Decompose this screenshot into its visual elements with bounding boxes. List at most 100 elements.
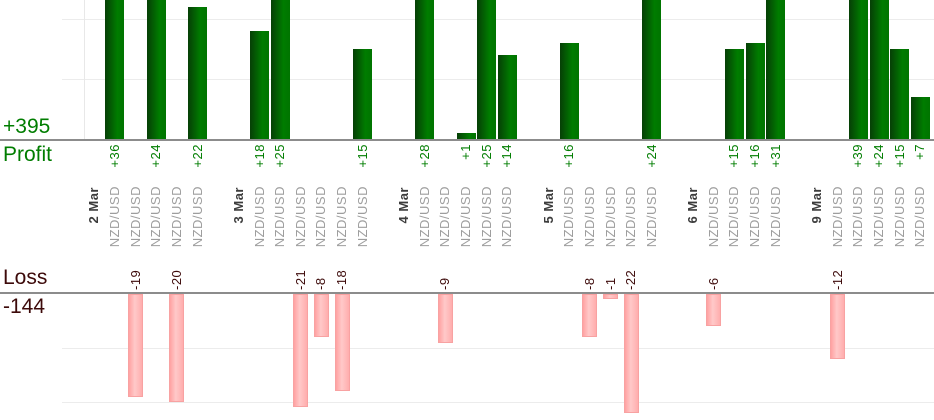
profit-value-label: +28 (416, 144, 432, 168)
loss-row-label: Loss (3, 266, 48, 289)
loss-bar[interactable] (706, 294, 722, 327)
symbol-label: NZD/USD (416, 186, 432, 248)
profit-bar[interactable] (270, 0, 290, 139)
symbol-label: NZD/USD (912, 186, 928, 248)
profit-bar[interactable] (910, 97, 930, 139)
profit-value-label: +15 (354, 144, 370, 168)
symbol-label: NZD/USD (602, 186, 618, 248)
symbol-label: NZD/USD (148, 186, 164, 248)
loss-value-label: -8 (581, 277, 597, 290)
profit-bar[interactable] (745, 43, 765, 139)
profit-bar[interactable] (766, 0, 786, 139)
symbol-label: NZD/USD (623, 186, 639, 248)
profit-bar[interactable] (559, 43, 579, 139)
loss-value-label: -1 (602, 277, 618, 290)
loss-value-label: -18 (334, 269, 350, 290)
symbol-label: NZD/USD (458, 186, 474, 248)
symbol-label: NZD/USD (251, 186, 267, 248)
profit-bar[interactable] (250, 31, 270, 139)
symbol-label: NZD/USD (334, 186, 350, 248)
profit-value-label: +18 (251, 144, 267, 168)
loss-total: -144 (3, 295, 46, 318)
symbol-label: NZD/USD (106, 186, 122, 248)
loss-value-label: -22 (623, 269, 639, 290)
profit-value-label: +25 (272, 144, 288, 168)
loss-value-label: -6 (705, 277, 721, 290)
loss-bar[interactable] (437, 294, 453, 343)
profit-bar[interactable] (456, 133, 476, 139)
date-label: 6 Mar (685, 187, 701, 224)
symbol-label: NZD/USD (499, 186, 515, 248)
loss-value-label: -21 (292, 269, 308, 290)
profit-bar[interactable] (146, 0, 166, 139)
symbol-label: NZD/USD (705, 186, 721, 248)
symbol-label: NZD/USD (437, 186, 453, 248)
loss-bar[interactable] (169, 294, 185, 402)
profit-axis-line (0, 139, 934, 141)
loss-bar[interactable] (603, 294, 619, 300)
plot-left-border (84, 0, 85, 139)
profit-value-label: +16 (561, 144, 577, 168)
profit-bar[interactable] (848, 0, 868, 139)
date-label: 3 Mar (230, 187, 246, 224)
profit-bar[interactable] (869, 0, 889, 139)
symbol-label: NZD/USD (850, 186, 866, 248)
symbol-label: NZD/USD (189, 186, 205, 248)
profit-value-label: +7 (912, 144, 928, 160)
profit-bar[interactable] (188, 7, 208, 139)
loss-gridline-20 (62, 402, 934, 403)
profit-value-label: +16 (747, 144, 763, 168)
loss-bar[interactable] (623, 294, 639, 413)
symbol-label: NZD/USD (478, 186, 494, 248)
symbol-label: NZD/USD (891, 186, 907, 248)
profit-value-label: +15 (726, 144, 742, 168)
symbol-label: NZD/USD (127, 186, 143, 248)
profit-gridline-20 (62, 19, 934, 20)
symbol-label: NZD/USD (726, 186, 742, 248)
profit-value-label: +22 (189, 144, 205, 168)
loss-axis-line (0, 292, 934, 294)
profit-bar[interactable] (724, 49, 744, 139)
date-label: 9 Mar (809, 187, 825, 224)
loss-bar[interactable] (313, 294, 329, 338)
loss-gridline-10 (62, 348, 934, 349)
profit-bar[interactable] (105, 0, 125, 139)
profit-value-label: +24 (643, 144, 659, 168)
profit-value-label: +14 (499, 144, 515, 168)
profit-value-label: +39 (850, 144, 866, 168)
date-label: 4 Mar (396, 187, 412, 224)
profit-bar[interactable] (477, 0, 497, 139)
symbol-label: NZD/USD (767, 186, 783, 248)
loss-bar[interactable] (293, 294, 309, 408)
symbol-label: NZD/USD (871, 186, 887, 248)
symbol-label: NZD/USD (168, 186, 184, 248)
profit-value-label: +31 (767, 144, 783, 168)
date-label: 5 Mar (540, 187, 556, 224)
loss-bar[interactable] (128, 294, 144, 397)
loss-bar[interactable] (334, 294, 350, 392)
symbol-label: NZD/USD (561, 186, 577, 248)
profit-value-label: +15 (891, 144, 907, 168)
loss-value-label: -20 (168, 269, 184, 290)
profit-bar[interactable] (890, 49, 910, 139)
profit-bar[interactable] (353, 49, 373, 139)
loss-bar[interactable] (830, 294, 846, 359)
profit-bar[interactable] (642, 0, 662, 139)
profit-bar[interactable] (415, 0, 435, 139)
profit-total: +395 (3, 115, 51, 138)
profit-value-label: +24 (148, 144, 164, 168)
loss-bar[interactable] (582, 294, 598, 338)
profit-value-label: +1 (458, 144, 474, 160)
symbol-label: NZD/USD (292, 186, 308, 248)
symbol-label: NZD/USD (581, 186, 597, 248)
symbol-label: NZD/USD (272, 186, 288, 248)
loss-value-label: -8 (313, 277, 329, 290)
profit-value-label: +25 (478, 144, 494, 168)
profit-bar[interactable] (497, 55, 517, 139)
loss-value-label: -12 (829, 269, 845, 290)
symbol-label: NZD/USD (313, 186, 329, 248)
loss-value-label: -19 (127, 269, 143, 290)
symbol-label: NZD/USD (643, 186, 659, 248)
profit-value-label: +36 (106, 144, 122, 168)
